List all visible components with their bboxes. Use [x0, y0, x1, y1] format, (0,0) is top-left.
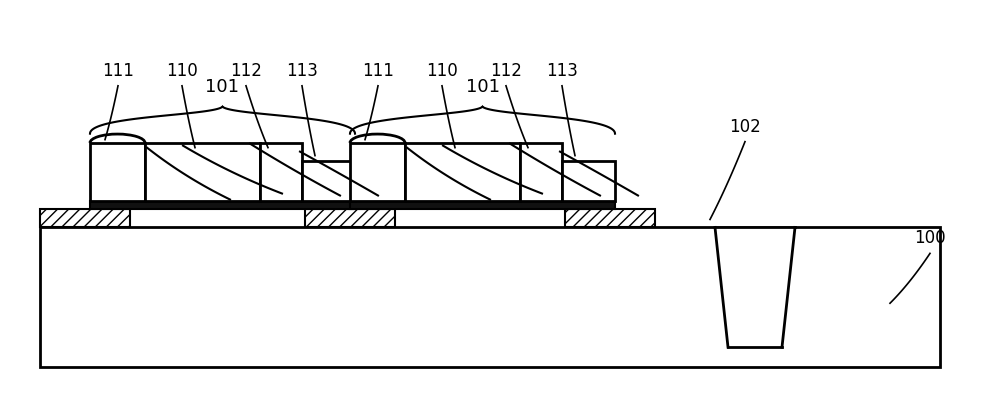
- Bar: [145, 143, 260, 201]
- Bar: [520, 143, 562, 201]
- Bar: [40, 227, 940, 367]
- Bar: [350, 143, 405, 201]
- Text: 102: 102: [729, 118, 761, 136]
- Text: 110: 110: [426, 62, 458, 80]
- Bar: [90, 201, 355, 209]
- Text: 113: 113: [286, 62, 318, 80]
- Bar: [302, 161, 355, 201]
- Text: 112: 112: [490, 62, 522, 80]
- Bar: [90, 143, 145, 201]
- Text: 110: 110: [166, 62, 198, 80]
- Polygon shape: [715, 227, 795, 347]
- Text: 112: 112: [230, 62, 262, 80]
- Bar: [260, 143, 302, 201]
- Text: 111: 111: [102, 62, 134, 80]
- Bar: [562, 161, 615, 201]
- Bar: [565, 209, 655, 227]
- Bar: [305, 209, 395, 227]
- Text: 101: 101: [466, 78, 500, 96]
- Bar: [350, 201, 615, 209]
- Text: 100: 100: [914, 229, 946, 247]
- Text: 111: 111: [362, 62, 394, 80]
- Bar: [405, 143, 520, 201]
- Bar: [40, 209, 130, 227]
- Text: 113: 113: [546, 62, 578, 80]
- Text: 101: 101: [206, 78, 239, 96]
